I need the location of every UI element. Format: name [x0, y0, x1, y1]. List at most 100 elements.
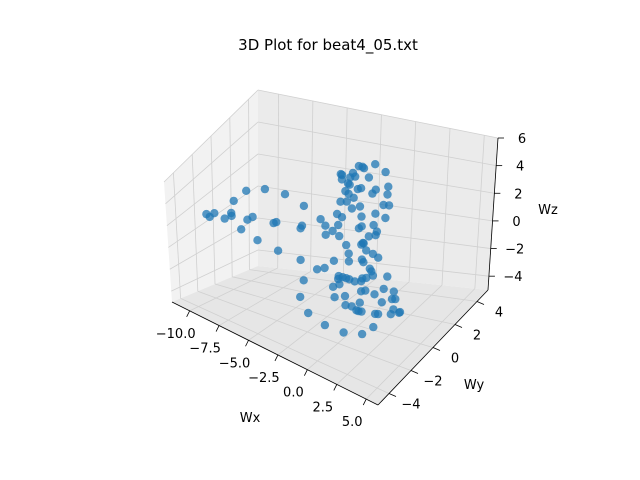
data-point — [339, 328, 348, 337]
data-point — [229, 196, 238, 206]
data-point — [220, 214, 229, 223]
data-point — [359, 258, 368, 267]
data-point — [381, 167, 390, 177]
data-point — [344, 257, 354, 266]
gridline-z-left — [171, 249, 259, 292]
data-point — [343, 179, 353, 188]
data-point — [312, 265, 322, 274]
z-tick-label: −2 — [505, 243, 524, 258]
data-point — [357, 329, 367, 339]
x-tick-mark — [215, 325, 220, 332]
data-point — [362, 246, 371, 255]
data-point — [297, 221, 307, 230]
data-point — [369, 322, 378, 332]
data-point — [242, 186, 251, 195]
data-point — [337, 170, 347, 180]
data-point — [227, 208, 236, 218]
data-point — [356, 184, 366, 193]
data-point — [383, 190, 392, 199]
x-tick-mark — [362, 398, 367, 406]
data-point — [253, 236, 262, 245]
data-point — [369, 220, 378, 230]
data-point — [299, 201, 309, 211]
y-tick-mark — [388, 393, 397, 397]
data-point — [296, 255, 305, 265]
data-point — [321, 221, 330, 230]
data-point — [304, 308, 313, 318]
data-point — [356, 287, 366, 296]
data-point — [210, 209, 219, 218]
y-tick-label: 2 — [473, 329, 481, 344]
z-tick-label: −4 — [503, 270, 522, 285]
data-point — [357, 212, 366, 221]
data-point — [335, 231, 344, 241]
data-point — [377, 298, 386, 307]
x-tick-mark — [274, 354, 279, 362]
y-tick-label: 0 — [451, 352, 459, 367]
y-tick-label: −2 — [423, 375, 442, 390]
data-point — [391, 294, 400, 304]
gridline-z-left — [165, 121, 259, 205]
data-point — [358, 238, 368, 248]
gridline-x-back — [310, 100, 314, 272]
data-point — [328, 282, 338, 291]
data-point — [320, 263, 329, 273]
tick-labels: −10.0−7.5−5.0−2.50.02.55.0−4−2024−4−2024… — [156, 132, 526, 430]
axes-panes — [164, 90, 498, 405]
x-axis-line — [171, 301, 379, 406]
gridline-y-left — [229, 117, 233, 277]
data-point — [357, 222, 366, 231]
data-point — [336, 197, 345, 206]
data-point — [342, 197, 351, 206]
data-point — [389, 287, 398, 296]
data-point — [332, 209, 342, 219]
gridline-y-floor — [214, 283, 434, 348]
data-point — [328, 226, 337, 236]
z-axis-line — [487, 137, 499, 291]
x-tick-mark — [186, 310, 191, 318]
data-point — [347, 204, 357, 213]
data-point — [381, 213, 390, 223]
x-tick-label: 5.0 — [342, 415, 363, 430]
data-point — [316, 215, 325, 224]
z-axis-label: Wz — [538, 203, 558, 218]
gridline-y-floor — [249, 269, 478, 302]
data-point — [344, 249, 353, 258]
data-point — [384, 182, 393, 191]
gridline-y-left — [191, 154, 199, 292]
gridline-z-left — [166, 153, 259, 226]
data-point — [320, 320, 330, 330]
data-point — [342, 274, 351, 283]
data-point — [365, 264, 374, 273]
data-point — [354, 306, 363, 316]
data-point — [379, 284, 388, 294]
gridline-x-back — [375, 114, 382, 279]
data-point — [383, 272, 392, 281]
y-tick-mark — [432, 347, 441, 351]
data-point — [341, 301, 350, 310]
x-tick-label: −10.0 — [156, 327, 196, 342]
data-point — [355, 298, 364, 307]
gridline-y-left — [248, 99, 250, 270]
gridline-z-back — [257, 121, 497, 167]
x-axis-label: Wx — [240, 411, 261, 426]
gridline-z-back — [257, 153, 495, 194]
data-point — [321, 230, 330, 239]
data-point — [359, 164, 369, 173]
z-tick-label: 6 — [518, 132, 526, 147]
gridline-z-back — [257, 249, 489, 277]
gridline-y-left — [173, 172, 181, 299]
data-point — [272, 217, 281, 227]
x-tick-mark — [304, 369, 308, 376]
x-tick-label: −7.5 — [189, 342, 221, 357]
y-axis-label: Wy — [464, 378, 485, 393]
gridline-y-floor — [197, 290, 412, 371]
x-tick-mark — [333, 384, 338, 391]
data-point — [371, 231, 380, 240]
pane-floor — [172, 266, 488, 405]
data-point — [351, 172, 360, 181]
data-point — [358, 274, 367, 283]
gridline-z-back — [257, 89, 499, 139]
z-tick-label: 2 — [514, 187, 522, 202]
data-point — [330, 293, 339, 302]
